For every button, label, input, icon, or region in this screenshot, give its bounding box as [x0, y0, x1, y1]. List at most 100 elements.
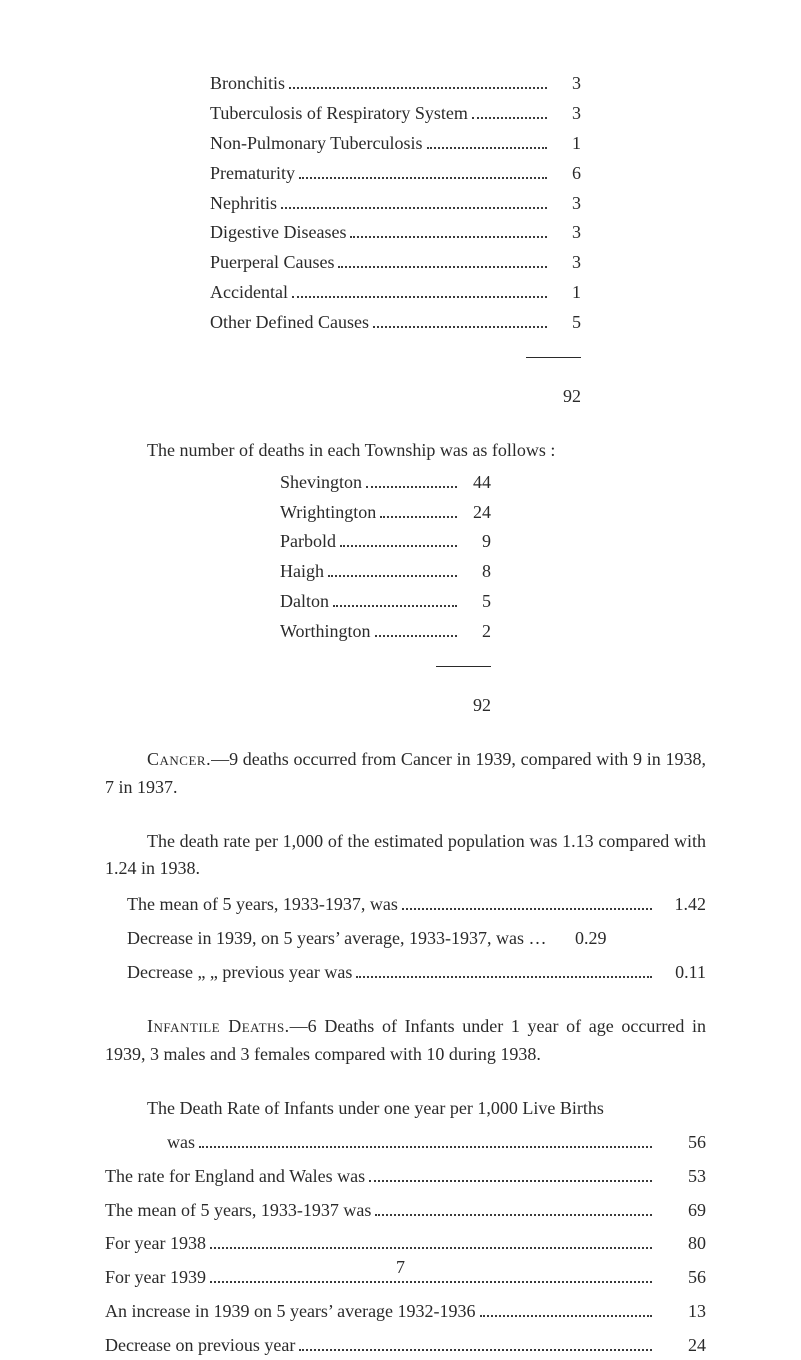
township-intro: The number of deaths in each Township wa…	[105, 437, 706, 465]
item-label: Haigh	[280, 558, 324, 586]
dot-leader	[199, 1146, 652, 1148]
dot-leader	[380, 516, 457, 518]
dot-leader	[299, 1349, 652, 1351]
item-value: 6	[553, 160, 581, 188]
stat-value: 53	[658, 1163, 706, 1191]
list-item: Nephritis 3	[210, 190, 581, 218]
total-rule	[436, 666, 491, 667]
infant-rate-row: An increase in 1939 on 5 years’ average …	[105, 1298, 706, 1326]
dot-leader	[402, 908, 652, 910]
stat-label: was	[167, 1129, 195, 1157]
stat-label: An increase in 1939 on 5 years’ average …	[105, 1298, 476, 1326]
list-item: Puerperal Causes 3	[210, 249, 581, 277]
item-label: Parbold	[280, 528, 336, 556]
item-label: Dalton	[280, 588, 329, 616]
list-item: Wrightington 24	[280, 499, 491, 527]
infant-rate-row: was 56	[167, 1129, 706, 1157]
dot-leader	[369, 1180, 652, 1182]
stat-label: Decrease on previous year	[105, 1332, 295, 1360]
dot-leader	[210, 1281, 652, 1283]
total-value: 92	[105, 692, 491, 720]
list-item: Non-Pulmonary Tuberculosis 1	[210, 130, 581, 158]
item-label: Prematurity	[210, 160, 295, 188]
item-value: 1	[553, 279, 581, 307]
causes-total: 92	[105, 355, 581, 411]
item-value: 3	[553, 249, 581, 277]
item-value: 3	[553, 190, 581, 218]
stat-label: The mean of 5 years, 1933-1937, was	[127, 891, 398, 919]
stat-label: The rate for England and Wales was	[105, 1163, 365, 1191]
item-value: 9	[463, 528, 491, 556]
item-label: Bronchitis	[210, 70, 285, 98]
item-label: Wrightington	[280, 499, 376, 527]
item-label: Tuberculosis of Respiratory System	[210, 100, 468, 128]
dot-leader	[292, 296, 547, 298]
item-value: 1	[553, 130, 581, 158]
dot-leader	[375, 1214, 652, 1216]
dot-leader	[299, 177, 547, 179]
stat-label: Decrease in 1939, on 5 years’ average, 1…	[127, 925, 547, 953]
item-value: 5	[463, 588, 491, 616]
cancer-heading: Cancer.	[147, 749, 211, 769]
item-label: Puerperal Causes	[210, 249, 334, 277]
dot-leader	[480, 1315, 652, 1317]
list-item: Prematurity 6	[210, 160, 581, 188]
list-item: Parbold 9	[280, 528, 491, 556]
infant-rate-row: The rate for England and Wales was 53	[105, 1163, 706, 1191]
item-label: Digestive Diseases	[210, 219, 346, 247]
item-value: 3	[553, 70, 581, 98]
dot-leader	[333, 605, 457, 607]
item-label: Accidental	[210, 279, 288, 307]
list-item: Tuberculosis of Respiratory System 3	[210, 100, 581, 128]
list-item: Dalton 5	[280, 588, 491, 616]
dot-leader	[210, 1247, 652, 1249]
stat-value: 56	[658, 1129, 706, 1157]
item-value: 2	[463, 618, 491, 646]
dot-leader	[328, 575, 457, 577]
stat-value: 69	[658, 1197, 706, 1225]
stat-label: The mean of 5 years, 1933-1937 was	[105, 1197, 371, 1225]
infant-rate-row: For year 1938 80	[105, 1230, 706, 1258]
dot-leader	[340, 545, 457, 547]
stat-value: 0.29	[559, 925, 607, 953]
infant-rate-row: The mean of 5 years, 1933-1937 was 69	[105, 1197, 706, 1225]
infant-rate-lead: The Death Rate of Infants under one year…	[105, 1095, 706, 1123]
cancer-para: Cancer.—9 deaths occurred from Cancer in…	[105, 746, 706, 802]
stat-label: Decrease „ „ previous year was	[127, 959, 352, 987]
item-value: 24	[463, 499, 491, 527]
death-rate-para: The death rate per 1,000 of the estimate…	[105, 828, 706, 884]
township-total: 92	[105, 664, 491, 720]
page-number: 7	[0, 1257, 801, 1278]
item-label: Shevington	[280, 469, 362, 497]
township-list: Shevington 44 Wrightington 24 Parbold 9 …	[280, 469, 491, 646]
dot-leader	[281, 207, 547, 209]
stat-row: Decrease „ „ previous year was 0.11	[127, 959, 706, 987]
dot-leader	[373, 326, 547, 328]
list-item: Other Defined Causes 5	[210, 309, 581, 337]
item-label: Nephritis	[210, 190, 277, 218]
item-value: 44	[463, 469, 491, 497]
item-label: Worthington	[280, 618, 371, 646]
dot-leader	[338, 266, 547, 268]
dot-leader	[356, 976, 652, 978]
list-item: Haigh 8	[280, 558, 491, 586]
item-label: Other Defined Causes	[210, 309, 369, 337]
list-item: Digestive Diseases 3	[210, 219, 581, 247]
item-value: 5	[553, 309, 581, 337]
stat-value: 0.11	[658, 959, 706, 987]
item-value: 8	[463, 558, 491, 586]
stat-row: The mean of 5 years, 1933-1937, was 1.42	[127, 891, 706, 919]
causes-list: Bronchitis 3 Tuberculosis of Respiratory…	[210, 70, 581, 337]
infant-rate-row: Decrease on previous year 24	[105, 1332, 706, 1360]
stat-value: 1.42	[658, 891, 706, 919]
dot-leader	[289, 87, 547, 89]
dot-leader	[366, 486, 457, 488]
list-item: Bronchitis 3	[210, 70, 581, 98]
stat-value: 24	[658, 1332, 706, 1360]
stat-value: 80	[658, 1230, 706, 1258]
stat-value: 13	[658, 1298, 706, 1326]
stat-row: Decrease in 1939, on 5 years’ average, 1…	[127, 925, 706, 953]
dot-leader	[350, 236, 547, 238]
stat-label: For year 1938	[105, 1230, 206, 1258]
total-rule	[526, 357, 581, 358]
